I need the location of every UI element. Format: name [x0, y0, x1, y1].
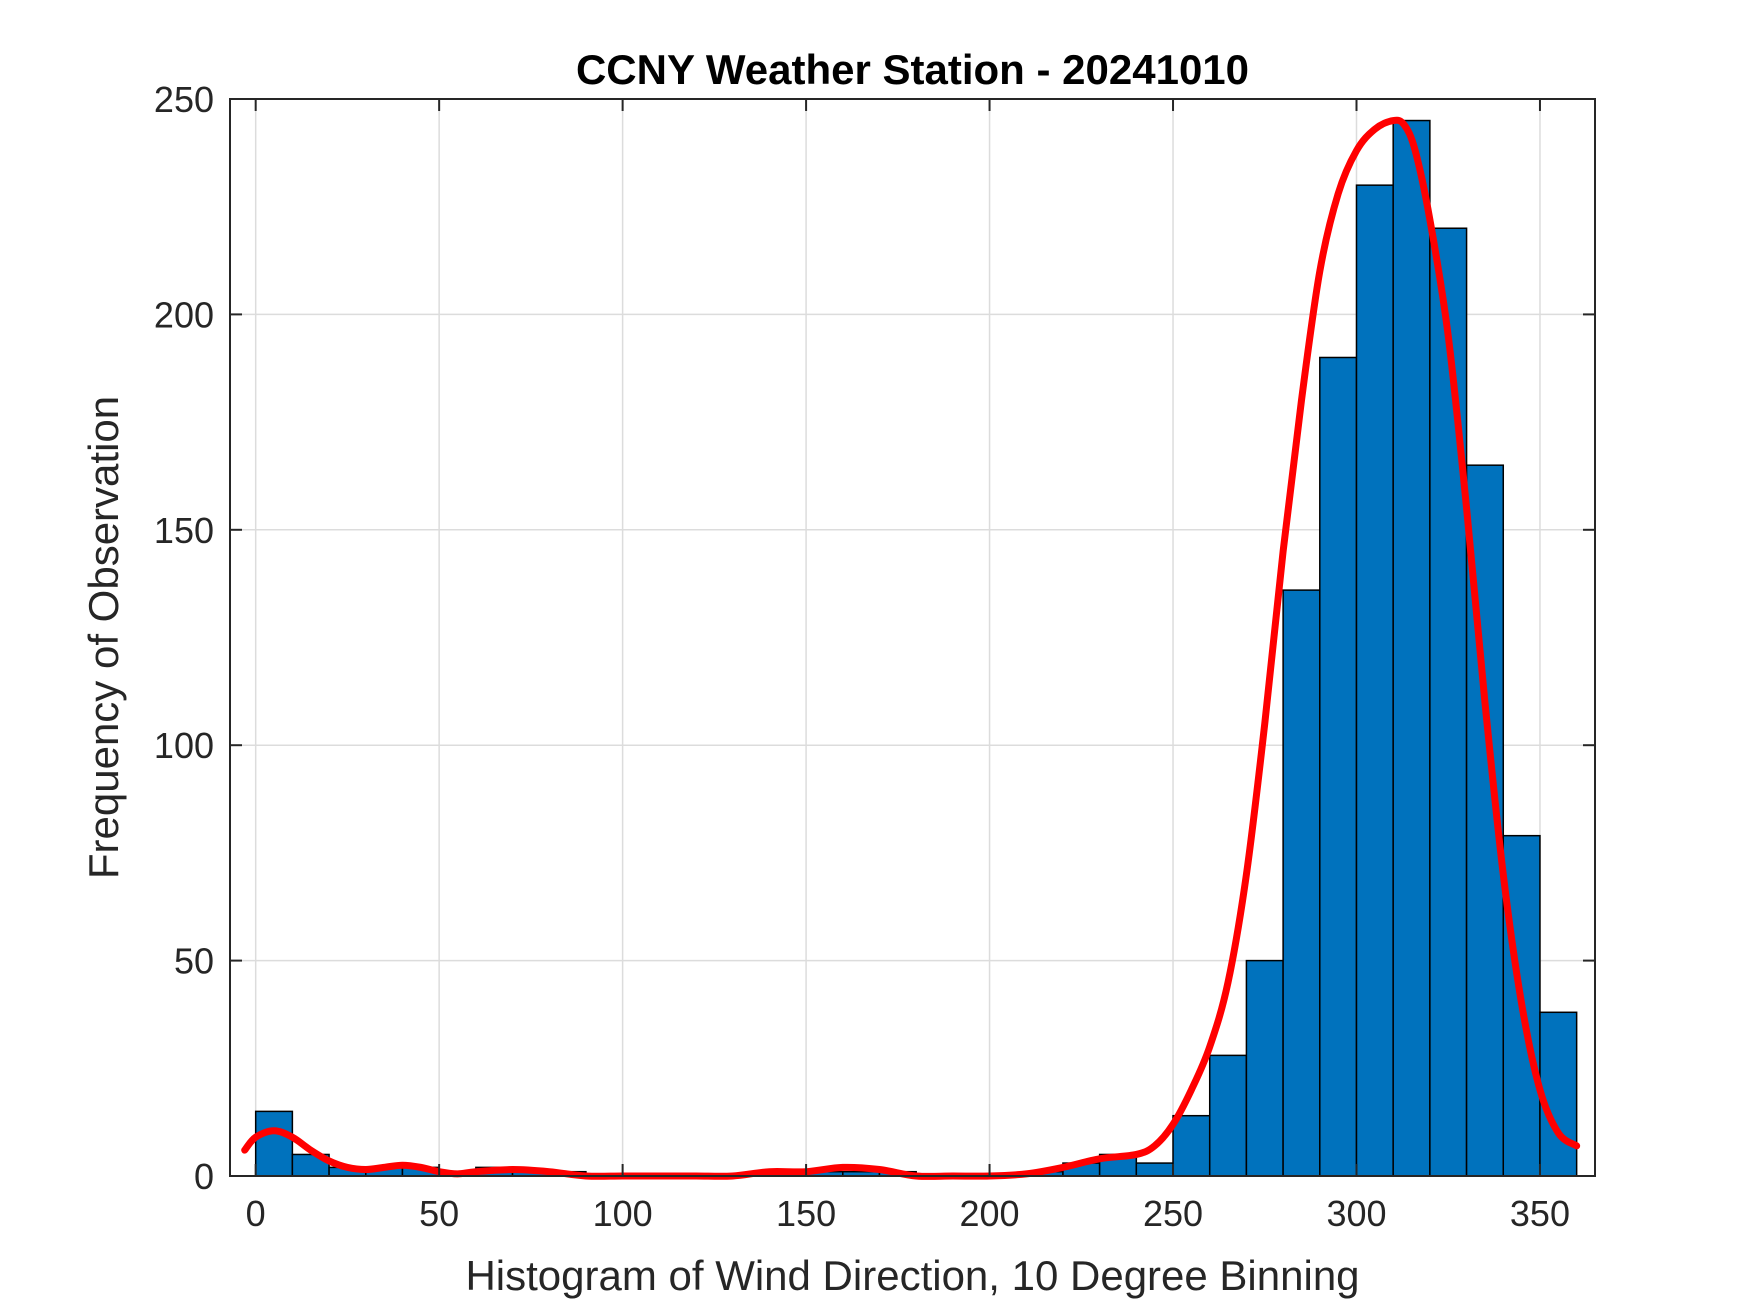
y-tick-labels: 0 50 100 150 200 250 — [154, 79, 214, 1197]
y-tick-label: 100 — [154, 725, 214, 766]
histogram-bar — [1429, 227, 1468, 1177]
y-tick-label: 200 — [154, 294, 214, 335]
histogram-bar — [1282, 589, 1321, 1177]
x-tick-label: 350 — [1510, 1193, 1570, 1234]
y-axis-label: Frequency of Observation — [80, 396, 127, 879]
chart-title: CCNY Weather Station - 20241010 — [576, 46, 1249, 93]
histogram-bar — [1245, 959, 1284, 1177]
histogram-bar — [1392, 119, 1431, 1177]
axis-ticks — [230, 98, 1595, 1177]
x-axis-label: Histogram of Wind Direction, 10 Degree B… — [465, 1252, 1359, 1299]
histogram-bar — [1319, 356, 1358, 1177]
histogram-bar — [1355, 184, 1394, 1177]
y-tick-label: 250 — [154, 79, 214, 120]
plot-frame — [229, 98, 1596, 1177]
x-tick-label: 50 — [419, 1193, 459, 1234]
histogram-bar — [1539, 1011, 1578, 1177]
y-tick-label: 150 — [154, 510, 214, 551]
histogram-bars — [254, 119, 1578, 1177]
x-tick-label: 150 — [776, 1193, 836, 1234]
fit-curve — [241, 116, 1581, 1180]
x-tick-label: 300 — [1326, 1193, 1386, 1234]
x-tick-label: 250 — [1143, 1193, 1203, 1234]
y-tick-label: 0 — [194, 1156, 214, 1197]
x-tick-label: 200 — [960, 1193, 1020, 1234]
histogram-bar — [1208, 1054, 1248, 1177]
y-tick-label: 50 — [174, 941, 214, 982]
histogram-bar — [254, 1110, 294, 1177]
x-tick-label: 100 — [593, 1193, 653, 1234]
histogram-bar — [1502, 834, 1541, 1177]
x-tick-labels: 0 50 100 150 200 250 300 350 — [246, 1193, 1570, 1234]
histogram-bar — [1172, 1114, 1211, 1177]
x-tick-label: 0 — [246, 1193, 266, 1234]
histogram-bar — [1135, 1162, 1174, 1177]
